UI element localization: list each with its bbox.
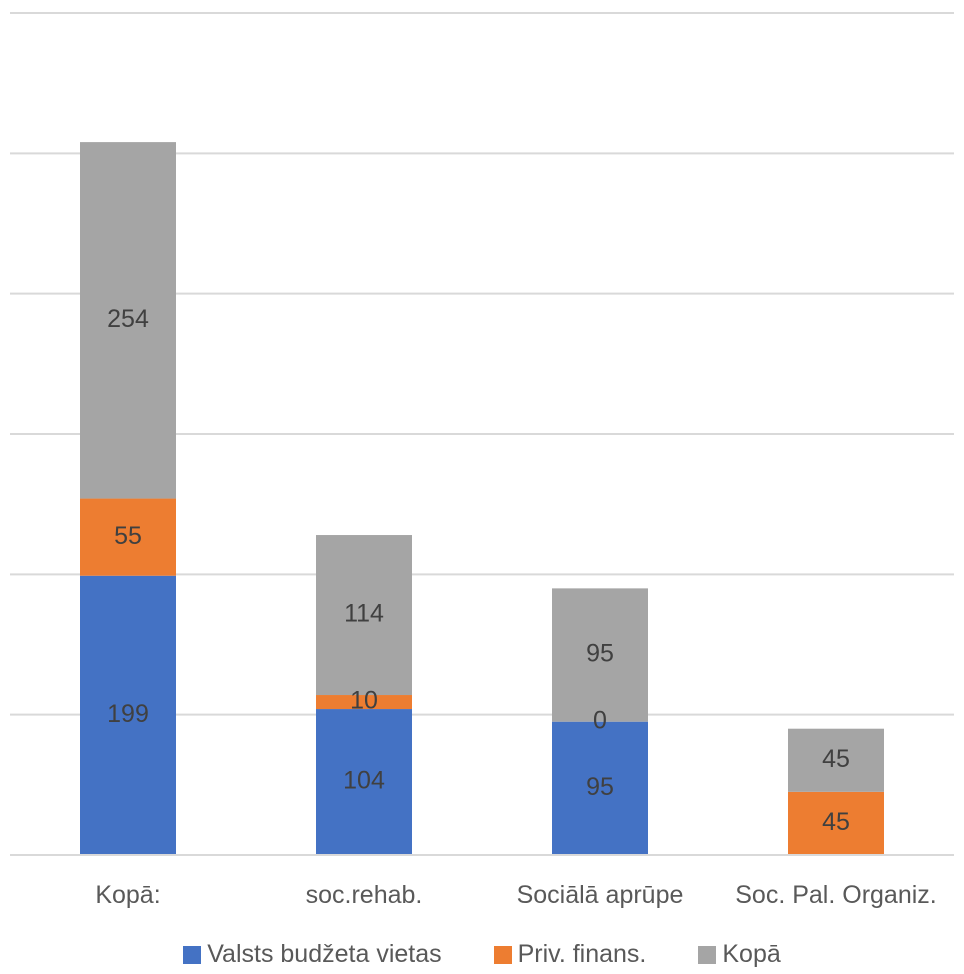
data-label: 55 (114, 522, 142, 550)
data-label: 104 (343, 767, 385, 795)
category-labels: Kopā: soc.rehab. Sociālā aprūpe Soc. Pal. O… (95, 881, 936, 909)
category-label: Soc. Pal. Organiz. (735, 881, 936, 909)
data-label: 10 (350, 687, 378, 715)
legend-item-valsts: Valsts budžeta vietas (183, 940, 442, 969)
data-label: 254 (107, 305, 149, 333)
legend-label-valsts: Valsts budžeta vietas (207, 940, 442, 968)
data-label: 45 (822, 808, 850, 836)
data-labels: 199 55 254 104 10 114 95 0 95 45 45 (107, 305, 850, 836)
data-label: 199 (107, 700, 149, 728)
bar-segment (316, 709, 412, 855)
bar-segment (80, 498, 176, 576)
data-label: 95 (586, 773, 614, 801)
bar-segment (80, 142, 176, 499)
bar-segment (80, 575, 176, 855)
category-label: Kopā: (95, 881, 160, 909)
legend: Valsts budžeta vietas Priv. finans. Kopā (0, 940, 964, 969)
data-label: 114 (344, 600, 384, 628)
legend-label-priv: Priv. finans. (517, 940, 647, 968)
category-label: Sociālā aprūpe (517, 881, 684, 909)
bar-segment (552, 721, 648, 855)
data-label: 0 (593, 706, 607, 734)
legend-item-kopa: Kopā (698, 940, 781, 969)
legend-label-kopa: Kopā (722, 940, 781, 968)
legend-swatch-kopa (698, 945, 717, 964)
legend-swatch-valsts (183, 945, 202, 964)
bars (80, 142, 884, 855)
bar-segment (316, 535, 412, 696)
chart-plot: 199 55 254 104 10 114 95 0 95 45 45 Kopā: soc.rehab… (10, 12, 954, 909)
legend-swatch-priv (493, 945, 512, 964)
bar-segment (788, 728, 884, 792)
bar-segment (552, 588, 648, 722)
bar-segment (788, 791, 884, 855)
bar-segment (316, 695, 412, 710)
data-label: 45 (822, 745, 850, 773)
category-label: soc.rehab. (306, 881, 423, 909)
legend-item-priv: Priv. finans. (493, 940, 647, 969)
data-label: 95 (586, 640, 614, 668)
